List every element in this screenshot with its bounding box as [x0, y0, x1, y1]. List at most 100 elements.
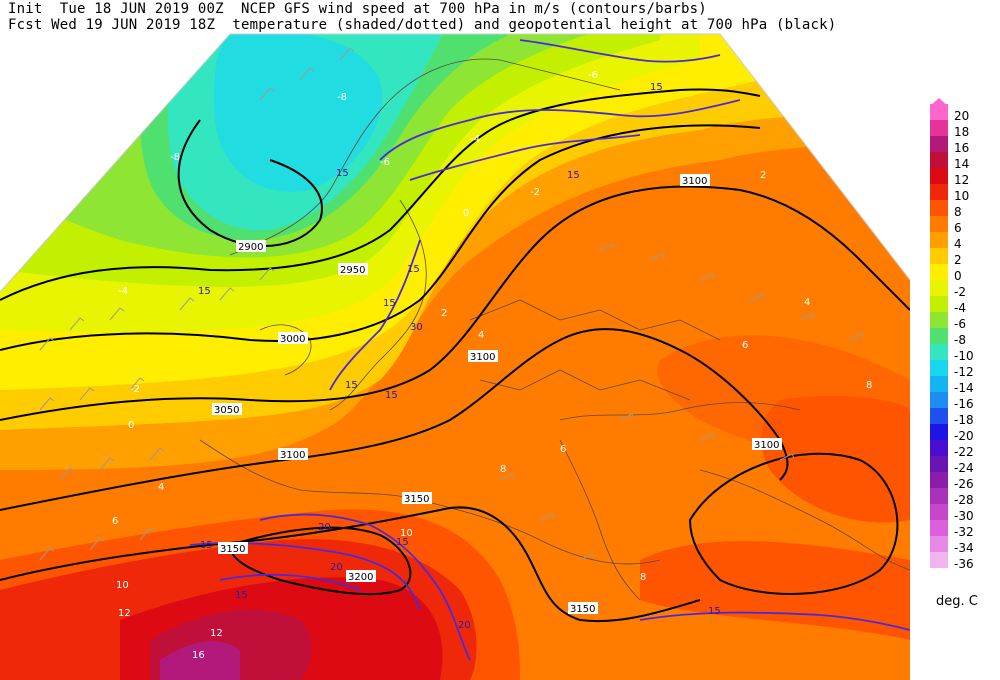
legend-swatch	[930, 328, 948, 344]
legend-entry: 20	[930, 104, 1000, 123]
legend-label: -4	[954, 301, 966, 315]
legend-swatch	[930, 200, 948, 216]
legend-entry: 18	[930, 120, 1000, 139]
legend-entry: 6	[930, 216, 1000, 235]
wind-label: 15	[385, 390, 398, 401]
legend-label: 14	[954, 157, 970, 171]
legend-swatch	[930, 376, 948, 392]
legend-swatch	[930, 408, 948, 424]
legend-swatch	[930, 440, 948, 456]
legend-entry: -12	[930, 360, 1000, 378]
legend-label: -14	[954, 381, 974, 395]
legend-swatch	[930, 312, 948, 328]
legend-entry: -4	[930, 296, 1000, 315]
wind-label: 15	[336, 168, 349, 179]
legend-swatch	[930, 248, 948, 264]
legend-entry: 16	[930, 136, 1000, 154]
temp-label: 0	[463, 208, 469, 219]
temp-label: 16	[192, 650, 205, 661]
wind-label: 20	[330, 562, 343, 573]
legend-swatch	[930, 344, 948, 360]
wind-label: 15	[407, 264, 420, 275]
temp-label: 4	[804, 297, 810, 308]
height-label: 3150	[220, 544, 245, 555]
legend-swatch	[930, 120, 948, 136]
legend-entry: 10	[930, 184, 1000, 203]
wind-label: 15	[383, 298, 396, 309]
wind-label: 15	[200, 540, 213, 551]
legend-label: 12	[954, 173, 970, 187]
temp-label: -6	[380, 157, 390, 168]
wind-label: 15	[650, 82, 663, 93]
temp-label: 6	[560, 444, 566, 455]
legend-label: 0	[954, 269, 962, 283]
legend-swatch	[930, 552, 948, 568]
height-label: 3100	[682, 176, 707, 187]
temp-label: 8	[640, 572, 646, 583]
temp-label: 8	[866, 380, 872, 391]
legend-entry: 8	[930, 200, 1000, 219]
legend-swatch	[930, 296, 948, 312]
legend-entry: 0	[930, 264, 1000, 283]
legend-units: deg. C	[936, 594, 978, 609]
wind-label: 15	[396, 537, 409, 548]
temp-label: 2	[760, 170, 766, 181]
legend-swatch	[930, 504, 948, 520]
temp-label: 12	[118, 608, 131, 619]
temp-label: 6	[112, 516, 118, 527]
legend-swatch	[930, 520, 948, 536]
legend-label: 18	[954, 125, 970, 139]
legend-label: -24	[954, 461, 974, 475]
legend-entry: 4	[930, 232, 1000, 251]
legend-entry: -26	[930, 472, 1000, 490]
forecast-time-title: Fcst Wed 19 JUN 2019 18Z temperature (sh…	[8, 17, 837, 33]
height-label: 3100	[280, 450, 305, 461]
temp-label: 12	[210, 628, 223, 639]
height-label: 3050	[214, 405, 239, 416]
wind-label: 15	[198, 286, 211, 297]
legend-entry: -18	[930, 408, 1000, 427]
temp-label: -2	[130, 384, 140, 395]
legend-swatch	[930, 488, 948, 504]
legend-swatch	[930, 152, 948, 168]
height-label: 3150	[570, 604, 595, 615]
legend-entry: -30	[930, 504, 1000, 522]
temp-label: 6	[742, 340, 748, 351]
height-labels: 2900 2950 3000 3050 3100 3100 3100 3100 …	[212, 174, 782, 615]
legend-swatch	[930, 280, 948, 296]
temp-label: -8	[170, 152, 180, 163]
legend-swatch	[930, 216, 948, 232]
height-label: 3000	[280, 334, 305, 345]
legend-entry: -6	[930, 312, 1000, 330]
init-time-title: Init Tue 18 JUN 2019 00Z NCEP GFS wind s…	[8, 1, 707, 17]
height-label: 3200	[348, 572, 373, 583]
height-label: 2950	[340, 265, 365, 276]
domain-edge	[0, 33, 911, 293]
legend-swatch	[930, 184, 948, 200]
legend-label: -16	[954, 397, 974, 411]
legend-label: -28	[954, 493, 974, 507]
legend-entry: -36	[930, 552, 1000, 570]
wind-label: 15	[708, 606, 721, 617]
legend-label: -18	[954, 413, 974, 427]
legend-label: 6	[954, 221, 962, 235]
legend-label: -8	[954, 333, 966, 347]
temp-label: 10	[116, 580, 129, 591]
legend-label: 4	[954, 237, 962, 251]
wind-labels: 15 15 15 15 15 15 15 15 15 15 15 15 20 2…	[198, 82, 721, 631]
geopotential-height-contours	[0, 88, 910, 623]
legend-swatch	[930, 360, 948, 376]
legend-swatch	[930, 536, 948, 552]
temp-label: 0	[128, 420, 134, 431]
legend-label: -20	[954, 429, 974, 443]
legend-label: 20	[954, 109, 970, 123]
legend-label: -10	[954, 349, 974, 363]
temp-label: -4	[470, 134, 480, 145]
temp-label: -6	[588, 70, 598, 81]
legend-entry: -34	[930, 536, 1000, 554]
legend-label: 8	[954, 205, 962, 219]
wind-label: 15	[235, 590, 248, 601]
legend-label: 10	[954, 189, 970, 203]
legend-swatch	[930, 392, 948, 408]
